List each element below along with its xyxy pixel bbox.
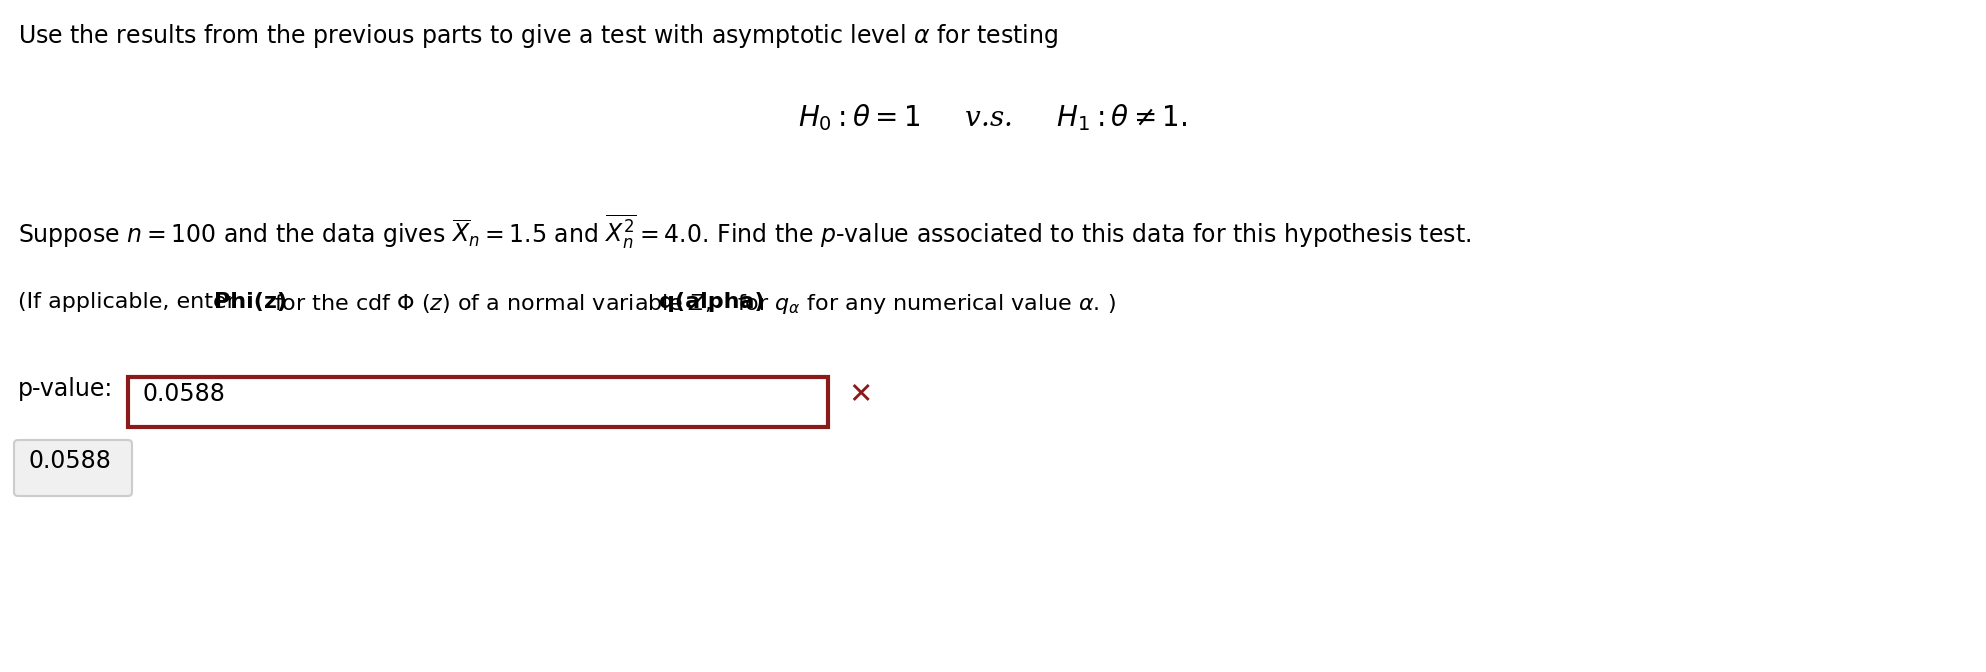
Text: Suppose $n = 100$ and the data gives $\overline{X}_n = 1.5$ and $\overline{X_n^2: Suppose $n = 100$ and the data gives $\o…	[18, 212, 1472, 251]
FancyBboxPatch shape	[14, 440, 131, 496]
Text: 0.0588: 0.0588	[28, 449, 111, 473]
Text: q(alpha): q(alpha)	[659, 292, 765, 312]
Text: 0.0588: 0.0588	[143, 382, 226, 406]
Text: for the cdf Φ $(z)$ of a normal variable $Z$,: for the cdf Φ $(z)$ of a normal variable…	[268, 292, 713, 315]
Text: ✕: ✕	[848, 380, 872, 408]
Text: (If applicable, enter: (If applicable, enter	[18, 292, 242, 312]
Text: $H_0 : \theta = 1$     v.s.     $H_1 : \theta \neq 1.$: $H_0 : \theta = 1$ v.s. $H_1 : \theta \n…	[798, 102, 1188, 133]
Text: for $q_{\alpha}$ for any numerical value $\alpha$. ): for $q_{\alpha}$ for any numerical value…	[731, 292, 1116, 316]
FancyBboxPatch shape	[127, 377, 828, 427]
Text: Phi(z): Phi(z)	[214, 292, 286, 312]
Text: Use the results from the previous parts to give a test with asymptotic level $\a: Use the results from the previous parts …	[18, 22, 1059, 50]
Text: p-value:: p-value:	[18, 377, 113, 401]
